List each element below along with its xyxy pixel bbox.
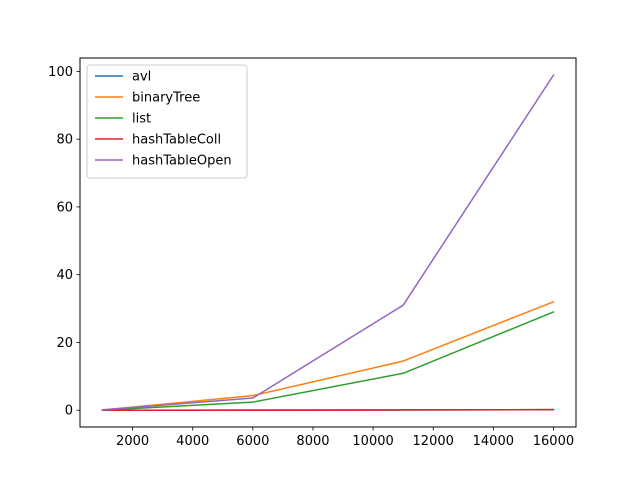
- legend: avl binaryTree list hashTableColl hashTableO…: [86, 64, 248, 179]
- y-tick-label: 100: [48, 65, 73, 80]
- x-tick-label: 4000: [176, 434, 209, 449]
- y-tick-label: 80: [56, 133, 73, 148]
- legend-label-hashTableOpen: hashTableOpen: [132, 154, 232, 169]
- legend-label-binaryTree: binaryTree: [132, 91, 200, 106]
- x-tick-label: 6000: [236, 434, 269, 449]
- series-line-hashTableOpen: [101, 74, 555, 411]
- y-axis: 0 20 40 60 80 100: [48, 65, 80, 419]
- y-tick-label: 40: [56, 268, 73, 283]
- x-axis: 2000 4000 6000 8000 10000 12000 14000 16000: [116, 427, 574, 449]
- plot-frame: [79, 57, 577, 428]
- x-tick-label: 14000: [473, 434, 514, 449]
- series-line-list: [101, 310, 555, 412]
- x-tick-label: 16000: [533, 434, 574, 449]
- legend-label-hashTableColl: hashTableColl: [132, 133, 221, 148]
- y-tick-label: 20: [56, 336, 73, 351]
- legend-box: [86, 64, 248, 179]
- y-tick-label: 0: [65, 404, 73, 419]
- series-line-binaryTree: [101, 300, 555, 411]
- series-line-hashTableColl: [101, 408, 555, 411]
- series-layer: [101, 74, 555, 412]
- x-tick-label: 2000: [116, 434, 149, 449]
- legend-label-avl: avl: [132, 70, 151, 85]
- x-tick-label: 10000: [352, 434, 393, 449]
- x-tick-label: 8000: [296, 434, 329, 449]
- legend-label-list: list: [132, 112, 151, 127]
- y-tick-label: 60: [56, 200, 73, 215]
- x-tick-label: 12000: [413, 434, 454, 449]
